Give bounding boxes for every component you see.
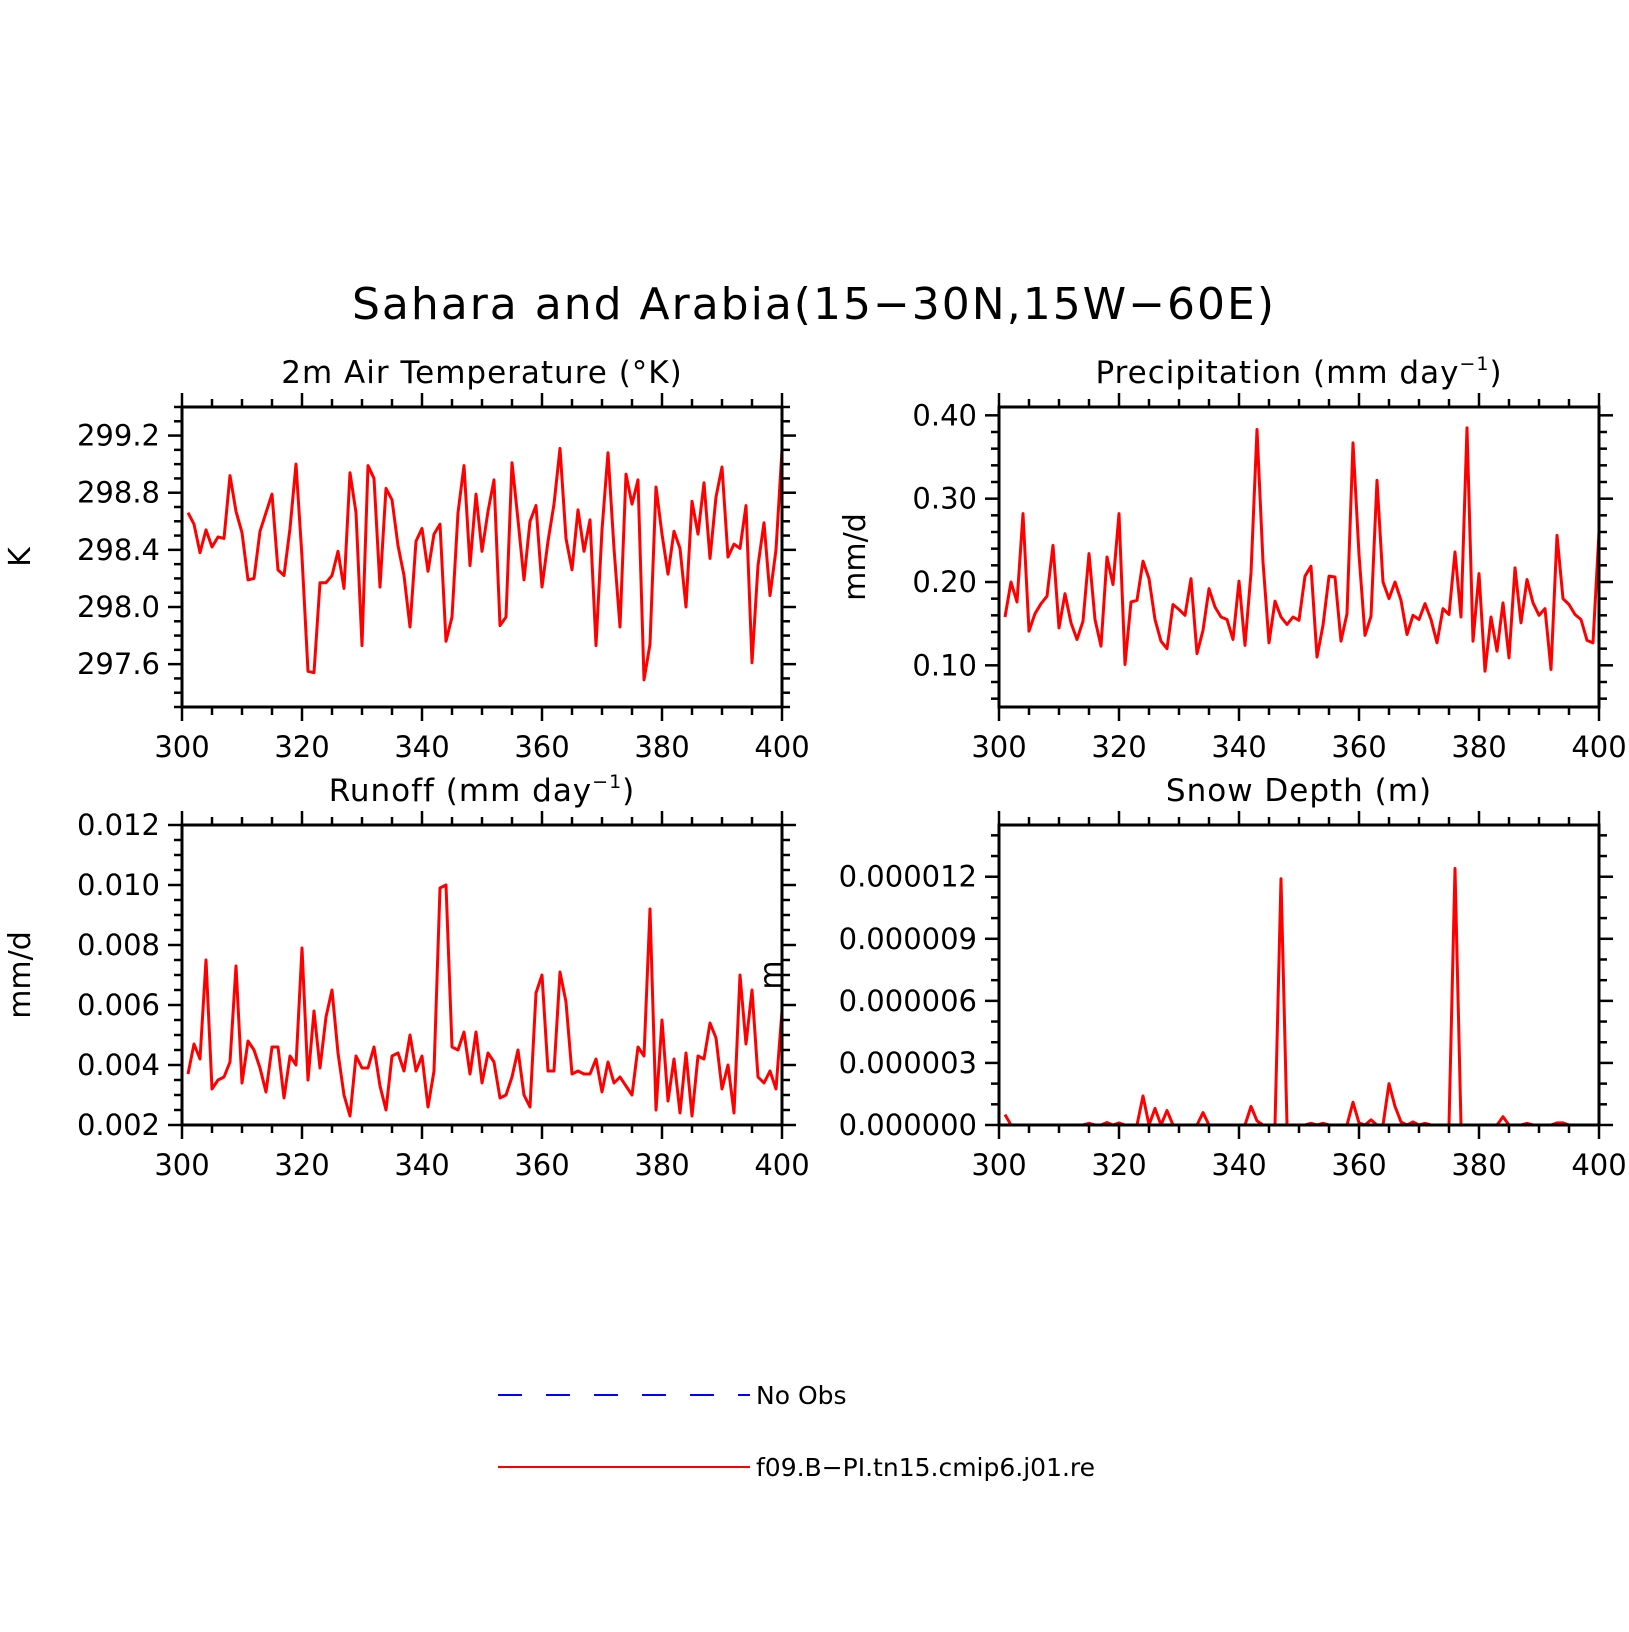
x-tick-label: 380 xyxy=(634,1148,689,1182)
y-tick-label: 298.4 xyxy=(77,533,160,567)
x-tick-label: 340 xyxy=(1211,730,1266,764)
series-line-temp xyxy=(186,446,784,682)
plot-frame xyxy=(180,405,784,709)
plot-frame xyxy=(997,823,1601,1127)
panel-precip: Precipitation (mm day−1) 300 320 340 360 380 4… xyxy=(838,353,1627,764)
title-text: Snow Depth (m) xyxy=(1166,773,1432,809)
y-tick-label: 0.000006 xyxy=(839,984,977,1018)
x-tick-label: 320 xyxy=(274,1148,329,1182)
x-tick-label: 400 xyxy=(1571,1148,1626,1182)
y-axis-label: m xyxy=(754,960,789,989)
x-tick-label: 380 xyxy=(1451,730,1506,764)
x-tick-label: 320 xyxy=(1091,1148,1146,1182)
plot-frame xyxy=(997,405,1601,709)
y-tick-label: 0.010 xyxy=(77,868,160,902)
y-tick-label: 0.000009 xyxy=(839,922,977,956)
x-tick-label: 400 xyxy=(754,1148,809,1182)
y-tick-label: 0.008 xyxy=(77,928,160,962)
x-tick-label: 360 xyxy=(514,1148,569,1182)
x-tick-label: 300 xyxy=(971,730,1026,764)
panel-title: 2m Air Temperature (°K) xyxy=(281,355,682,391)
series-line-runoff xyxy=(186,883,784,1118)
plot-frame xyxy=(180,823,784,1127)
y-tick-label: 298.0 xyxy=(77,590,160,624)
x-tick-label: 300 xyxy=(154,730,209,764)
x-tick-label: 340 xyxy=(394,1148,449,1182)
y-tick-label: 0.000012 xyxy=(839,860,977,894)
y-tick-label: 0.000003 xyxy=(839,1046,977,1080)
x-tick-label: 360 xyxy=(1331,730,1386,764)
title-text: ) xyxy=(1489,355,1502,391)
legend-label: No Obs xyxy=(756,1381,847,1410)
panel-title: Runoff (mm day−1) xyxy=(329,771,636,809)
x-tick-label: 340 xyxy=(1211,1148,1266,1182)
x-tick-label: 360 xyxy=(1331,1148,1386,1182)
x-tick-label: 340 xyxy=(394,730,449,764)
y-axis-label: mm/d xyxy=(3,931,38,1019)
y-tick-label: 298.8 xyxy=(77,476,160,510)
figure-title: Sahara and Arabia(15−30N,15W−60E) xyxy=(352,279,1276,330)
title-superscript: −1 xyxy=(1459,353,1489,375)
y-tick-label: 0.10 xyxy=(912,648,977,682)
title-text: Runoff (mm day xyxy=(329,773,592,809)
x-tick-label: 320 xyxy=(274,730,329,764)
y-tick-label: 0.002 xyxy=(77,1108,160,1142)
title-superscript: −1 xyxy=(592,771,622,793)
x-tick-label: 400 xyxy=(754,730,809,764)
panel-title: Snow Depth (m) xyxy=(1166,773,1432,809)
title-text: Precipitation (mm day xyxy=(1095,355,1459,391)
panel-snow: Snow Depth (m) 300 320 340 360 380 400 0.000000… xyxy=(754,773,1627,1182)
x-tick-label: 300 xyxy=(154,1148,209,1182)
panel-temp: 2m Air Temperature (°K) 300 320 340 360 380 40… xyxy=(3,355,810,764)
y-tick-label: 0.40 xyxy=(912,398,977,432)
x-tick-label: 400 xyxy=(1571,730,1626,764)
y-tick-label: 0.006 xyxy=(77,988,160,1022)
panels: 2m Air Temperature (°K) 300 320 340 360 380 40… xyxy=(3,353,1627,1182)
x-tick-label: 320 xyxy=(1091,730,1146,764)
x-tick-label: 380 xyxy=(634,730,689,764)
title-text: 2m Air Temperature (°K) xyxy=(281,355,682,391)
y-tick-label: 0.000000 xyxy=(839,1108,977,1142)
title-text: ) xyxy=(622,773,635,809)
panel-runoff: Runoff (mm day−1) 300 320 340 360 380 400 0.002… xyxy=(3,771,810,1182)
x-tick-label: 300 xyxy=(971,1148,1026,1182)
y-tick-label: 0.20 xyxy=(912,565,977,599)
y-tick-label: 0.30 xyxy=(912,482,977,516)
series-line-precip xyxy=(1003,426,1601,673)
legend: No Obs f09.B−PI.tn15.cmip6.j01.re xyxy=(498,1381,1095,1482)
legend-label: f09.B−PI.tn15.cmip6.j01.re xyxy=(756,1453,1095,1482)
x-tick-label: 380 xyxy=(1451,1148,1506,1182)
y-axis-label: K xyxy=(3,546,38,567)
y-axis-label: mm/d xyxy=(838,513,873,601)
x-tick-label: 360 xyxy=(514,730,569,764)
y-tick-label: 0.012 xyxy=(77,808,160,842)
panel-title: Precipitation (mm day−1) xyxy=(1095,353,1502,391)
y-tick-label: 0.004 xyxy=(77,1048,160,1082)
y-tick-label: 299.2 xyxy=(77,419,160,453)
y-tick-label: 297.6 xyxy=(77,647,160,681)
